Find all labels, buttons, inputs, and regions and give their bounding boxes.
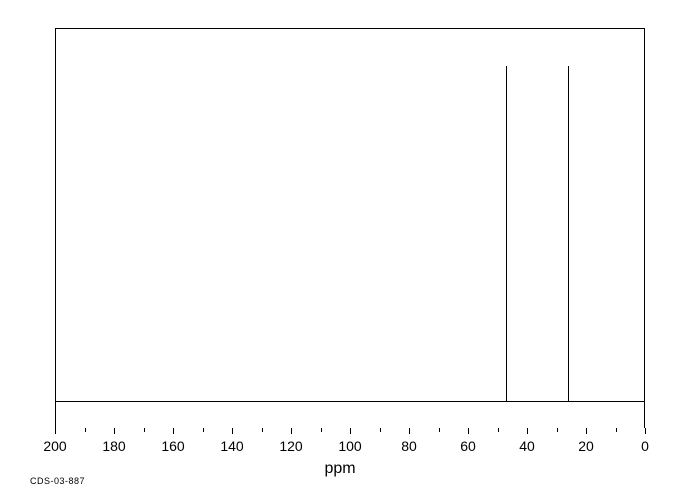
x-tick-major bbox=[645, 428, 646, 434]
x-tick-minor bbox=[144, 428, 145, 432]
nmr-spectrum-plot bbox=[55, 28, 645, 428]
spectrum-baseline bbox=[55, 401, 645, 402]
plot-border bbox=[55, 28, 645, 428]
x-tick-minor bbox=[85, 428, 86, 432]
x-tick-major bbox=[409, 428, 410, 434]
x-tick-major bbox=[468, 428, 469, 434]
x-tick-label: 40 bbox=[519, 438, 535, 454]
x-tick-major bbox=[350, 428, 351, 434]
x-tick-label: 200 bbox=[43, 438, 66, 454]
x-tick-label: 140 bbox=[220, 438, 243, 454]
spectrum-peak bbox=[506, 66, 508, 402]
x-tick-minor bbox=[557, 428, 558, 432]
x-tick-label: 80 bbox=[401, 438, 417, 454]
x-tick-label: 120 bbox=[279, 438, 302, 454]
x-tick-label: 0 bbox=[641, 438, 649, 454]
x-tick-label: 180 bbox=[102, 438, 125, 454]
x-tick-major bbox=[114, 428, 115, 434]
x-tick-label: 100 bbox=[338, 438, 361, 454]
x-tick-minor bbox=[262, 428, 263, 432]
x-tick-major bbox=[527, 428, 528, 434]
x-tick-major bbox=[586, 428, 587, 434]
x-tick-major bbox=[173, 428, 174, 434]
x-tick-label: 20 bbox=[578, 438, 594, 454]
x-tick-minor bbox=[321, 428, 322, 432]
x-tick-minor bbox=[439, 428, 440, 432]
x-tick-minor bbox=[203, 428, 204, 432]
x-tick-label: 160 bbox=[161, 438, 184, 454]
footer-id-label: CDS-03-887 bbox=[30, 476, 85, 486]
x-tick-major bbox=[55, 428, 56, 434]
x-tick-major bbox=[291, 428, 292, 434]
x-tick-minor bbox=[380, 428, 381, 432]
x-tick-minor bbox=[498, 428, 499, 432]
x-tick-major bbox=[232, 428, 233, 434]
x-tick-label: 60 bbox=[460, 438, 476, 454]
x-tick-minor bbox=[616, 428, 617, 432]
spectrum-peak bbox=[568, 66, 570, 402]
x-axis-label: ppm bbox=[324, 460, 355, 478]
